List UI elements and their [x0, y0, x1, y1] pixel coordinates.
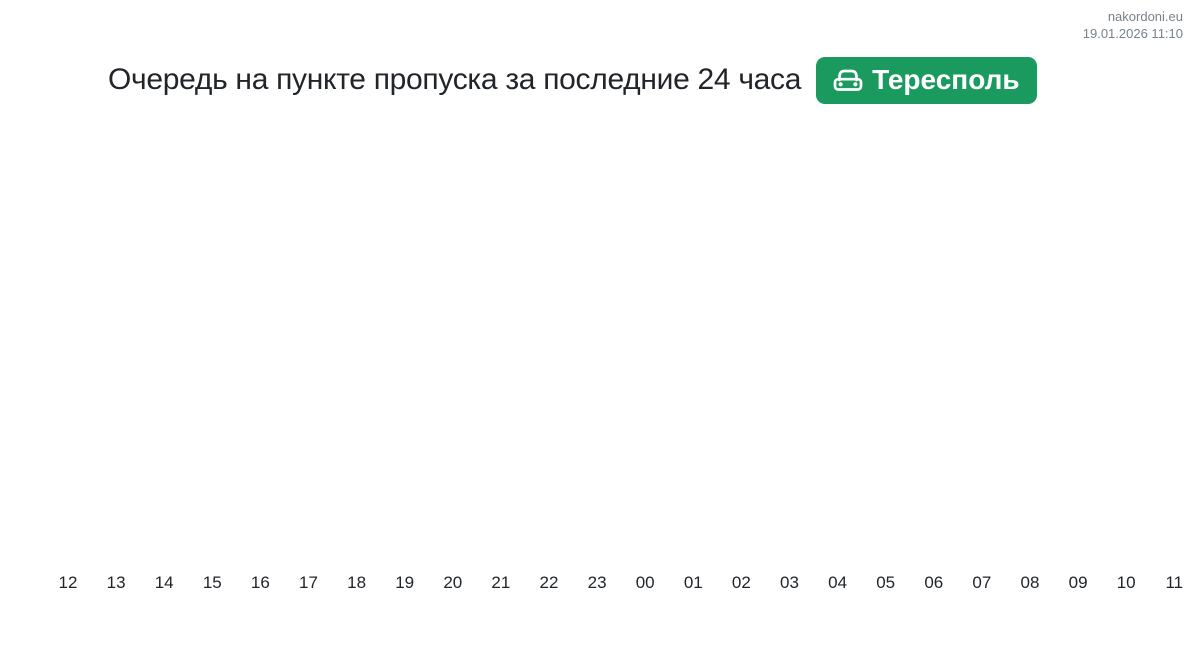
- x-tick-label: 05: [876, 573, 896, 592]
- x-tick-label: 01: [683, 573, 703, 592]
- x-tick-label: 07: [972, 573, 992, 592]
- x-tick-label: 15: [202, 573, 222, 592]
- x-tick-label: 17: [299, 573, 318, 592]
- x-tick-label: 13: [106, 573, 126, 592]
- watermark-site: nakordoni.eu: [1107, 9, 1183, 24]
- watermark: nakordoni.eu 19.01.2026 11:10: [1083, 8, 1183, 42]
- x-tick-label: 20: [443, 573, 463, 592]
- x-tick-label: 22: [539, 573, 559, 592]
- checkpoint-badge[interactable]: Тересполь: [816, 56, 1037, 104]
- chart-title: Очередь на пункте пропуска за последние …: [108, 63, 802, 96]
- x-tick-label: 12: [58, 573, 78, 592]
- x-tick-label: 23: [587, 573, 607, 592]
- plot-area: [40, 120, 1190, 565]
- watermark-timestamp: 19.01.2026 11:10: [1082, 26, 1183, 41]
- x-tick-label: 02: [731, 573, 751, 592]
- x-tick-label: 06: [924, 573, 944, 592]
- x-tick-label: 08: [1020, 573, 1040, 592]
- car-front-icon: [833, 68, 863, 93]
- x-tick-label: 10: [1116, 573, 1136, 592]
- chart-header: Очередь на пункте пропуска за последние …: [108, 56, 1037, 104]
- x-tick-label: 14: [154, 573, 174, 592]
- x-tick-label: 09: [1068, 573, 1088, 592]
- x-tick-label: 04: [828, 573, 848, 592]
- checkpoint-badge-label: Тересполь: [872, 64, 1020, 95]
- x-tick-label: 11: [1165, 573, 1184, 592]
- x-tick-label: 00: [635, 573, 655, 592]
- x-tick-label: 18: [347, 573, 367, 592]
- x-axis: 12 13 14 15 16 17 18 19 20 21 22 23 00 01 02 03 04 05 06 07…: [0, 573, 1200, 595]
- x-tick-label: 21: [491, 573, 511, 592]
- x-tick-label: 03: [780, 573, 799, 592]
- x-tick-label: 16: [250, 573, 270, 592]
- x-tick-label: 19: [395, 573, 415, 592]
